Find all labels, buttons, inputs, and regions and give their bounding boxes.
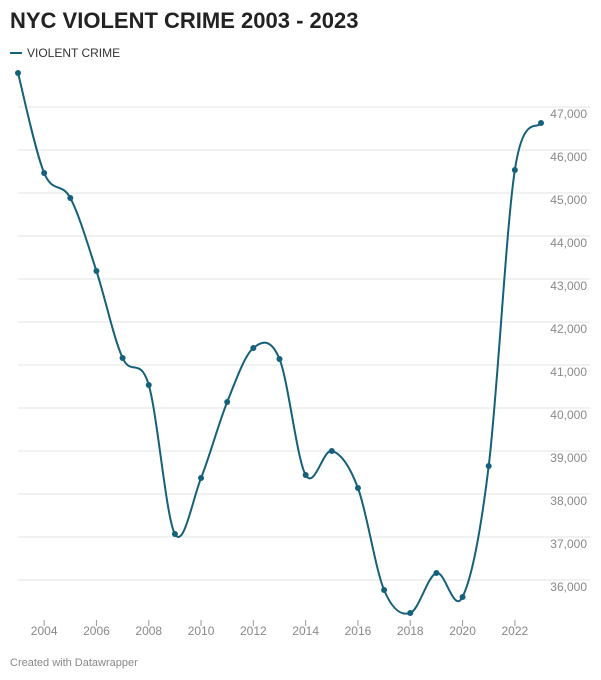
- data-point: [538, 119, 544, 126]
- x-tick-label: 2016: [345, 624, 372, 638]
- data-point: [198, 475, 205, 482]
- data-point: [276, 355, 283, 362]
- y-tick-label: 45,000: [550, 193, 587, 207]
- x-tick-label: 2018: [397, 624, 424, 638]
- data-point: [171, 530, 178, 537]
- x-tick-label: 2022: [501, 624, 528, 638]
- chart-title: NYC VIOLENT CRIME 2003 - 2023: [10, 8, 358, 33]
- y-tick-label: 37,000: [550, 537, 587, 551]
- data-point: [250, 345, 257, 352]
- data-point: [93, 268, 100, 275]
- x-tick-label: 2006: [83, 624, 110, 638]
- y-tick-label: 43,000: [550, 279, 587, 293]
- series-line: [17, 72, 542, 615]
- x-tick-label: 2014: [292, 624, 319, 638]
- y-tick-label: 42,000: [550, 322, 587, 336]
- data-point: [328, 448, 335, 454]
- x-tick-label: 2010: [188, 624, 215, 638]
- x-tick-label: 2004: [31, 624, 58, 638]
- data-point: [354, 484, 361, 491]
- data-point: [302, 471, 309, 478]
- data-point: [145, 381, 152, 388]
- data-point: [485, 463, 492, 470]
- y-tick-label: 44,000: [550, 236, 587, 250]
- data-point: [15, 70, 21, 77]
- y-tick-label: 36,000: [550, 580, 587, 594]
- footer: Created with Datawrapper: [10, 657, 138, 669]
- y-tick-label: 47,000: [550, 107, 587, 121]
- data-point: [407, 609, 414, 616]
- data-point: [67, 194, 74, 201]
- data-point: [511, 166, 518, 173]
- data-point: [41, 170, 48, 177]
- y-tick-label: 46,000: [550, 150, 587, 164]
- y-tick-label: 39,000: [550, 451, 587, 465]
- data-point: [459, 593, 466, 600]
- y-tick-label: 41,000: [550, 365, 587, 379]
- x-tick-label: 2020: [449, 624, 476, 638]
- data-point: [119, 354, 126, 361]
- y-tick-label: 38,000: [550, 494, 587, 508]
- x-tick-label: 2012: [240, 624, 267, 638]
- data-point: [433, 569, 440, 576]
- data-point: [224, 398, 231, 405]
- legend-label: VIOLENT CRIME: [27, 46, 120, 60]
- y-tick-label: 40,000: [550, 408, 587, 422]
- data-point: [381, 587, 388, 594]
- x-tick-label: 2008: [135, 624, 162, 638]
